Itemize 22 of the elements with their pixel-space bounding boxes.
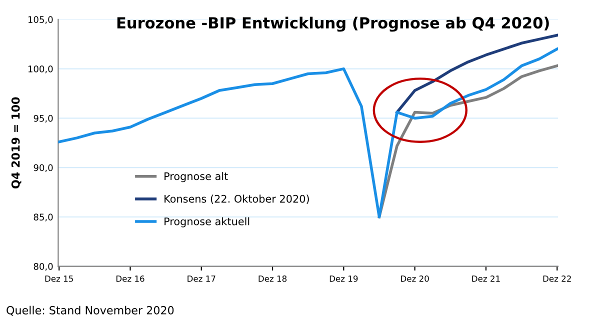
x-tick-label: Dez 22 [543,276,571,282]
legend-label: Prognose alt [164,172,228,182]
y-tick-label: 95,0 [34,114,53,123]
x-tick-label: Dez 20 [401,276,429,282]
line-series [58,48,558,218]
x-tick-label: Dez 16 [116,276,144,282]
x-tick-label: Dez 15 [45,276,73,282]
x-tick-label: Dez 21 [472,276,500,282]
y-tick-label: 80,0 [34,263,53,271]
legend-label: Konsens (22. Oktober 2020) [164,194,309,204]
y-tick-label: 100,0 [28,66,53,74]
y-tick-label: 90,0 [34,164,53,172]
y-tick-label: 105,0 [28,16,53,24]
line-series [396,34,558,114]
x-tick-label: Dez 17 [188,276,216,282]
y-tick-label: 85,0 [34,214,53,222]
chart-title: Eurozone -BIP Entwicklung (Prognose ab Q4 2020) [117,16,549,32]
y-axis-title: Q4 2019 = 100 [11,97,22,188]
x-tick-label: Dez 19 [330,276,358,282]
source-note: Quelle: Stand November 2020 [6,306,174,316]
x-tick-label: Dez 18 [258,276,287,282]
legend-label: Prognose aktuell [164,217,250,228]
